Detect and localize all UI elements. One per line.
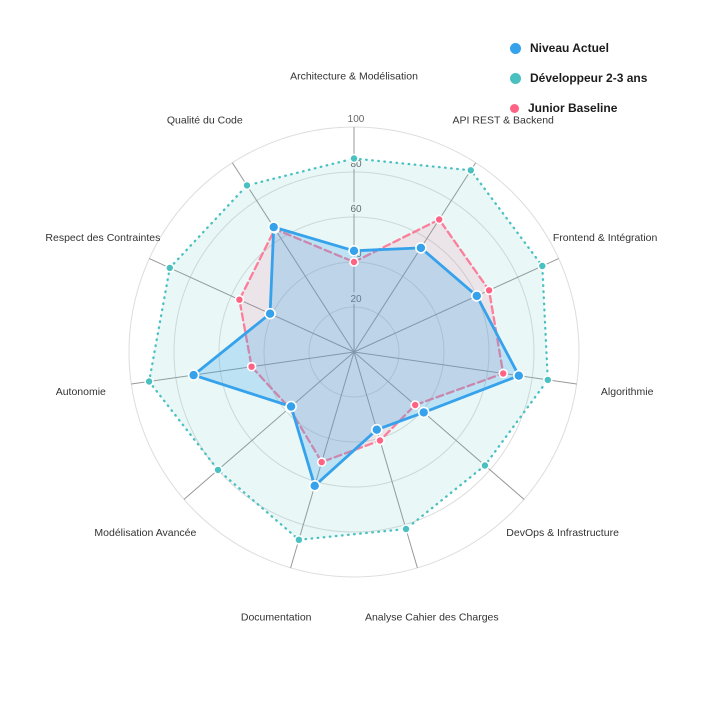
axis-spoke-autonomie — [131, 351, 355, 385]
data-point-d-veloppeur-2-3-ans-algorithmie — [542, 375, 553, 385]
axis-label-documentation: Documentation — [241, 611, 312, 623]
data-point-junior-baseline-architecture-mod-lisation — [349, 257, 359, 267]
data-point-d-veloppeur-2-3-ans-frontend-int-gration — [537, 261, 548, 271]
axis-label-qualit-du-code: Qualité du Code — [167, 114, 243, 126]
axis-label-algorithmie: Algorithmie — [601, 386, 654, 398]
data-point-d-veloppeur-2-3-ans-autonomie — [144, 376, 154, 387]
axis-label-architecture-mod-lisation: Architecture & Modélisation — [290, 71, 418, 83]
chart-legend: Niveau Actuel Développeur 2-3 ans Junior B… — [510, 33, 647, 123]
radial-tick-label-100: 100 — [348, 114, 365, 125]
data-point-d-veloppeur-2-3-ans-architecture-mod-lisation — [349, 153, 359, 164]
axis-spoke-devops-infrastructure — [353, 351, 525, 500]
data-point-d-veloppeur-2-3-ans-api-rest-backend — [465, 165, 476, 176]
tick-backdrop — [346, 202, 366, 214]
data-point-niveau-actuel-autonomie — [187, 369, 200, 381]
axis-spoke-respect-des-contraintes — [149, 258, 355, 353]
axis-label-frontend-int-gration: Frontend & Intégration — [553, 232, 658, 244]
axis-spoke-qualit-du-code — [231, 162, 355, 353]
series-area-d-veloppeur-2-3-ans — [149, 158, 548, 540]
data-point-niveau-actuel-api-rest-backend — [415, 242, 427, 254]
legend-marker-d-veloppeur-2-3-ans — [510, 72, 521, 84]
tick-backdrop — [346, 292, 366, 304]
axis-label-mod-lisation-avanc-e: Modélisation Avancée — [94, 527, 196, 539]
axis-label-respect-des-contraintes: Respect des Contraintes — [45, 232, 160, 244]
data-point-niveau-actuel-respect-des-contraintes — [264, 307, 276, 320]
data-point-junior-baseline-api-rest-backend — [434, 214, 445, 225]
data-point-niveau-actuel-devops-infrastructure — [417, 406, 430, 419]
data-point-d-veloppeur-2-3-ans-analyse-cahier-des-charges — [401, 524, 411, 534]
series-area-niveau-actuel — [193, 227, 519, 486]
radial-tick-label-20: 20 — [350, 294, 362, 305]
data-point-niveau-actuel-documentation — [308, 479, 321, 492]
data-point-niveau-actuel-mod-lisation-avanc-e — [285, 400, 297, 413]
data-point-junior-baseline-frontend-int-gration — [484, 285, 494, 296]
axis-spoke-frontend-int-gration — [353, 258, 559, 353]
data-point-niveau-actuel-architecture-mod-lisation — [348, 245, 360, 257]
axis-label-analyse-cahier-des-charges: Analyse Cahier des Charges — [365, 611, 499, 623]
series-line-niveau-actuel — [192, 225, 521, 488]
data-point-d-veloppeur-2-3-ans-mod-lisation-avanc-e — [213, 465, 223, 475]
axis-label-api-rest-backend: API REST & Backend — [453, 114, 555, 126]
axis-label-devops-infrastructure: DevOps & Infrastructure — [506, 527, 619, 539]
legend-label-d-veloppeur-2-3-ans: Développeur 2-3 ans — [530, 71, 648, 85]
radial-tick-label-80: 80 — [350, 159, 362, 170]
series-area-junior-baseline — [239, 219, 504, 463]
legend-item-niveau-actuel[interactable]: Niveau Actuel — [510, 33, 647, 63]
data-point-d-veloppeur-2-3-ans-respect-des-contraintes — [165, 263, 175, 273]
tick-backdrop — [342, 112, 370, 124]
data-point-junior-baseline-documentation — [316, 457, 327, 467]
data-point-d-veloppeur-2-3-ans-documentation — [294, 534, 304, 545]
axis-label-autonomie: Autonomie — [56, 386, 106, 398]
data-point-junior-baseline-analyse-cahier-des-charges — [375, 435, 385, 446]
data-point-junior-baseline-devops-infrastructure — [410, 400, 421, 410]
data-point-junior-baseline-autonomie — [246, 361, 257, 372]
legend-item-d-veloppeur-2-3-ans[interactable]: Développeur 2-3 ans — [510, 63, 647, 93]
data-point-d-veloppeur-2-3-ans-devops-infrastructure — [480, 460, 490, 471]
axis-spoke-mod-lisation-avanc-e — [183, 351, 355, 500]
radial-tick-label-60: 60 — [350, 204, 362, 215]
data-point-d-veloppeur-2-3-ans-qualit-du-code — [242, 180, 252, 191]
legend-label-junior-baseline: Junior Baseline — [528, 101, 618, 115]
data-point-niveau-actuel-algorithmie — [512, 369, 525, 382]
legend-marker-junior-baseline — [510, 103, 519, 113]
data-point-junior-baseline-respect-des-contraintes — [234, 294, 245, 305]
legend-label-niveau-actuel: Niveau Actuel — [530, 41, 609, 55]
legend-marker-niveau-actuel — [510, 42, 521, 54]
series-line-d-veloppeur-2-3-ans — [147, 157, 549, 541]
legend-item-junior-baseline[interactable]: Junior Baseline — [510, 93, 647, 123]
axis-spoke-algorithmie — [353, 351, 577, 385]
data-point-junior-baseline-algorithmie — [498, 368, 509, 379]
data-point-niveau-actuel-qualit-du-code — [267, 221, 280, 233]
data-point-niveau-actuel-analyse-cahier-des-charges — [370, 423, 383, 436]
data-point-niveau-actuel-frontend-int-gration — [470, 290, 483, 302]
axis-spoke-api-rest-backend — [353, 162, 477, 353]
